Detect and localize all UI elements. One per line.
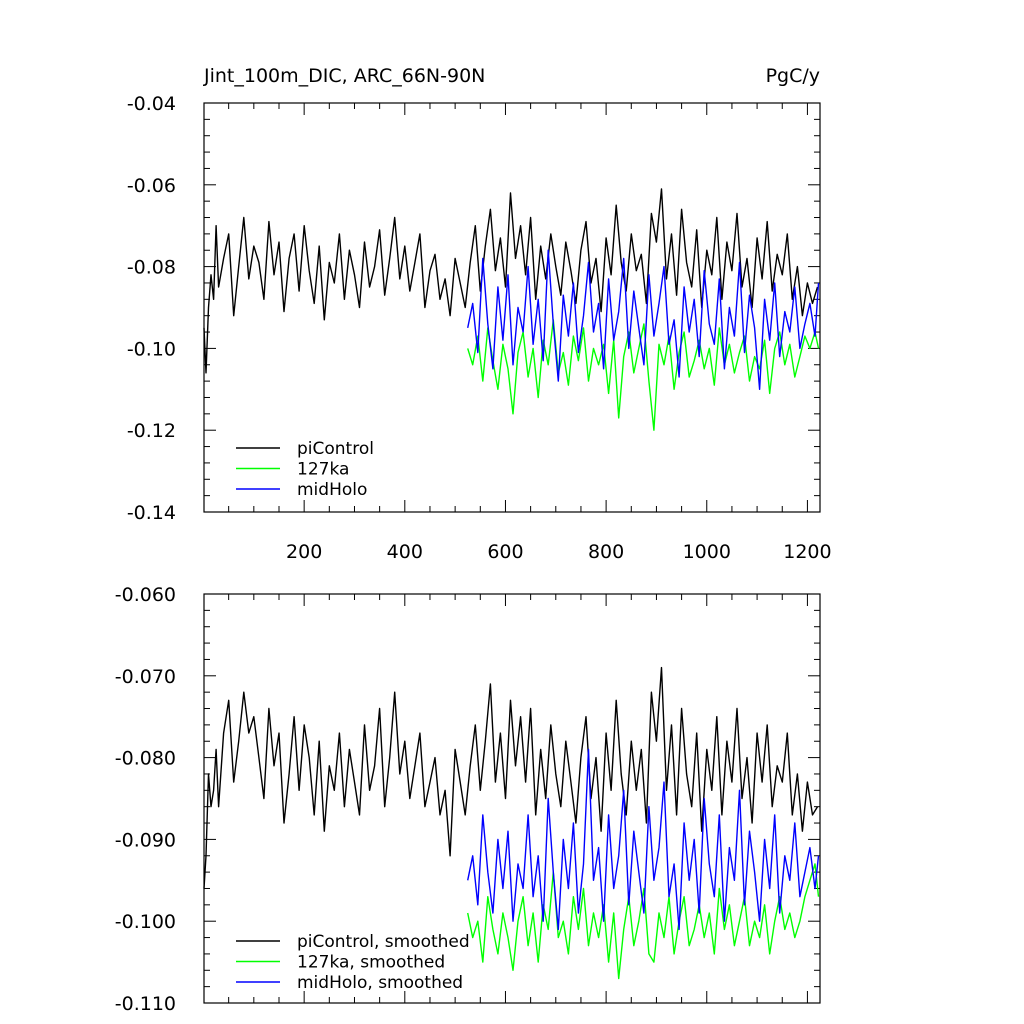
series-line-127ka-smoothed xyxy=(467,863,820,980)
bottom-series-group xyxy=(203,666,820,980)
series-line-picontrol-smoothed xyxy=(203,666,819,889)
top-series-group xyxy=(203,188,820,431)
series-line-127ka xyxy=(467,319,820,431)
top-plot-frame xyxy=(203,102,821,513)
y-tick-label: -0.12 xyxy=(127,420,176,442)
x-tick-label: 1200 xyxy=(783,541,831,563)
y-tick-label: -0.110 xyxy=(115,993,176,1015)
x-tick-label: 800 xyxy=(588,541,624,563)
y-tick-label: -0.14 xyxy=(127,502,176,524)
x-tick-label: 600 xyxy=(487,541,523,563)
bottom-axes: -0.060 -0.070 -0.080 -0.090 -0.100 -0.110 xyxy=(115,584,820,1015)
series-line-picontrol xyxy=(203,188,819,374)
legend-label: 127ka, smoothed xyxy=(297,953,445,973)
x-tick-label: 1000 xyxy=(683,541,731,563)
y-tick-label: -0.04 xyxy=(127,93,176,115)
series-line-midholo xyxy=(467,249,820,390)
y-tick-label: -0.090 xyxy=(115,829,176,851)
x-tick-label: 200 xyxy=(286,541,322,563)
legend-label: 127ka xyxy=(297,460,349,480)
y-tick-label: -0.100 xyxy=(115,911,176,933)
bottom-plot-frame xyxy=(203,593,821,1004)
legend-label: midHolo, smoothed xyxy=(297,973,463,993)
legend-label: piControl, smoothed xyxy=(297,932,470,952)
series-line-midholo-smoothed xyxy=(467,748,820,931)
legend-label: midHolo xyxy=(297,480,367,500)
y-tick-label: -0.070 xyxy=(115,666,176,688)
y-tick-label: -0.10 xyxy=(127,338,176,360)
y-tick-label: -0.080 xyxy=(115,748,176,770)
y-tick-label: -0.06 xyxy=(127,175,176,197)
bottom-panel: -0.060 -0.070 -0.080 -0.090 -0.100 -0.110 piC… xyxy=(115,584,821,1015)
top-chart-units: PgC/y xyxy=(766,65,820,87)
top-panel: Jint_100m_DIC, ARC_66N-90N PgC/y -0.04-0… xyxy=(127,65,832,563)
x-tick-label: 400 xyxy=(387,541,423,563)
top-axes: -0.04 -0.06 -0.08 -0.10 -0.12 -0.14 200 400 600 8… xyxy=(127,93,832,563)
y-tick-label: -0.08 xyxy=(127,257,176,279)
legend-label: piControl xyxy=(297,439,374,459)
y-tick-label: -0.060 xyxy=(115,584,176,606)
top-chart-title: Jint_100m_DIC, ARC_66N-90N xyxy=(203,65,485,87)
